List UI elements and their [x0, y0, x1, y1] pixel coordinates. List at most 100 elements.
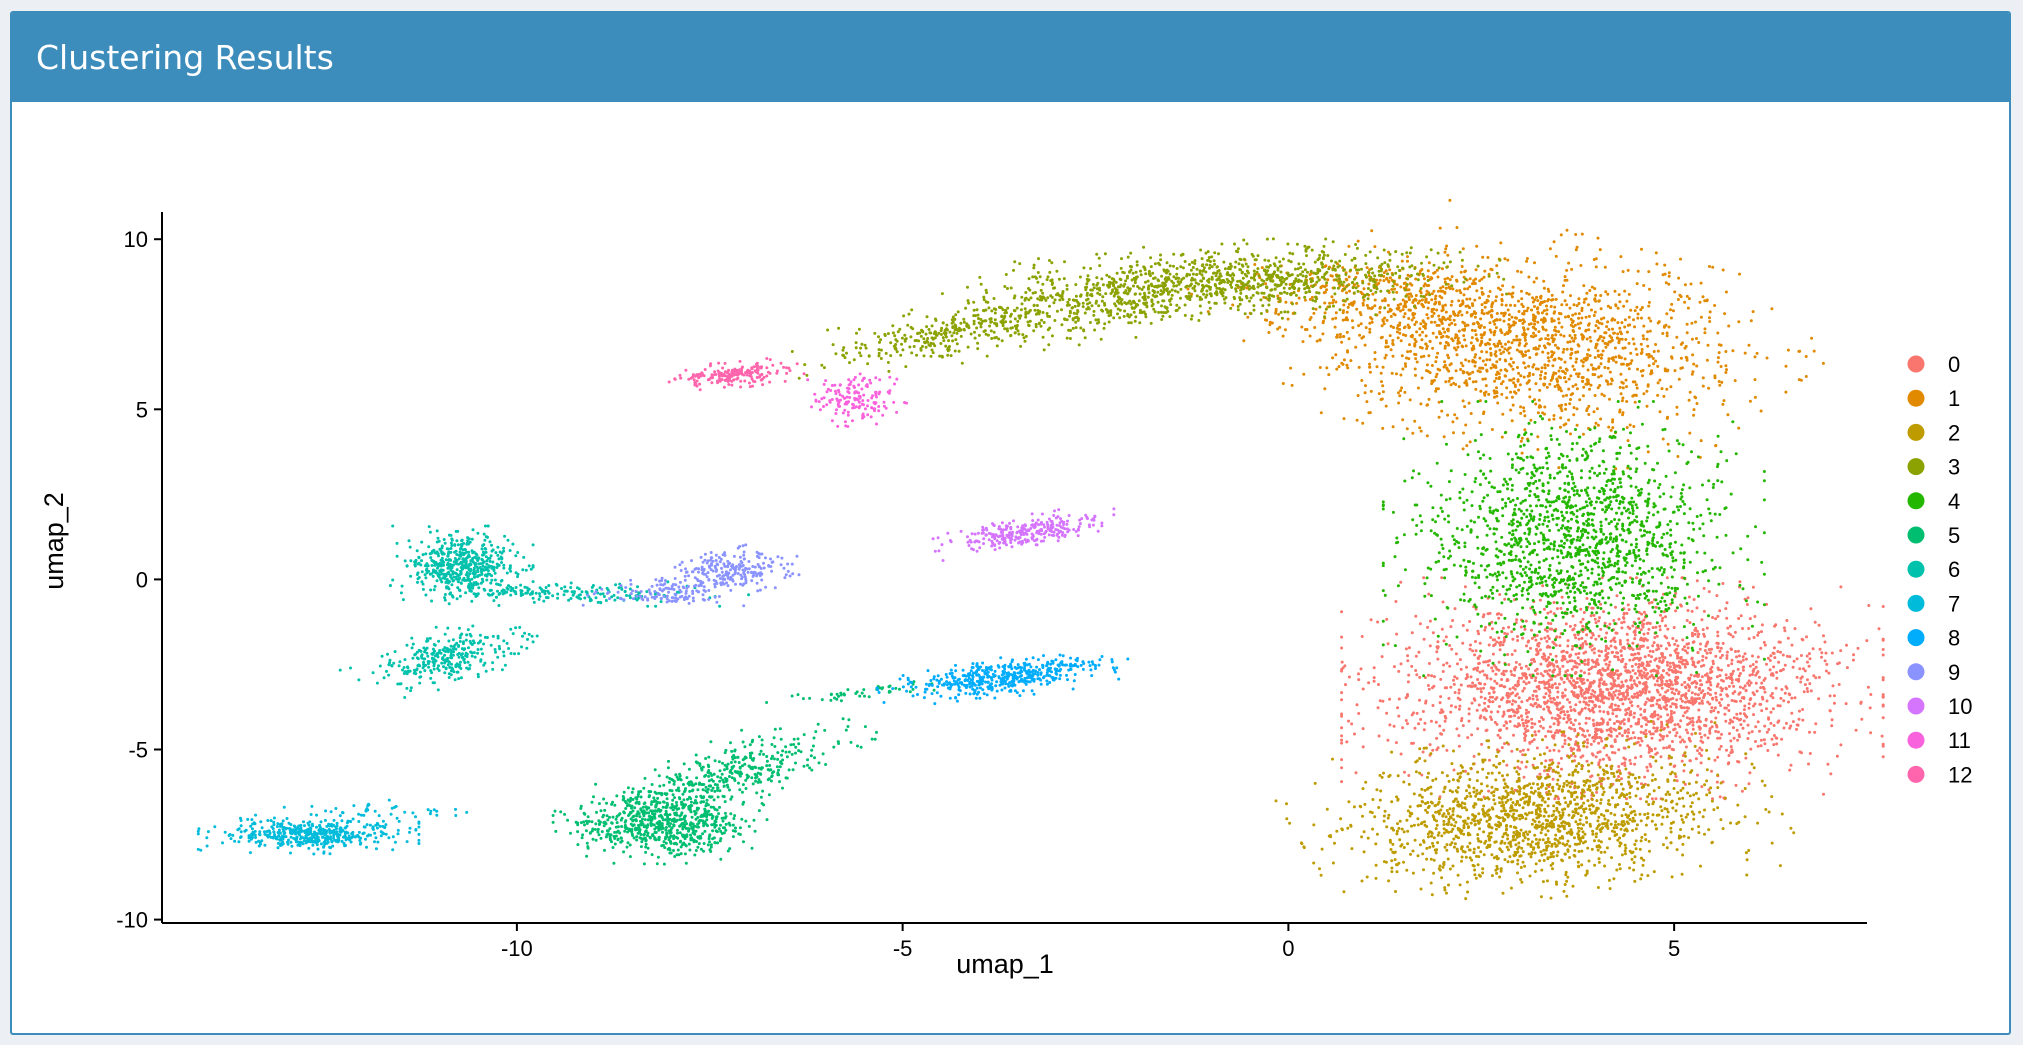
data-point — [1490, 666, 1494, 670]
data-point — [1623, 325, 1627, 329]
data-point — [1772, 665, 1776, 669]
data-point — [1368, 321, 1372, 325]
data-point — [1505, 763, 1509, 767]
data-point — [1854, 728, 1858, 732]
data-point — [1308, 318, 1312, 321]
data-point — [1587, 303, 1590, 307]
data-point — [1628, 323, 1632, 327]
data-point — [1626, 693, 1629, 697]
data-point — [1562, 680, 1566, 684]
data-point — [1347, 719, 1350, 723]
data-point — [1631, 669, 1635, 672]
data-point — [1341, 311, 1345, 315]
data-point — [1511, 637, 1515, 641]
data-point — [1619, 782, 1623, 786]
data-point — [1644, 688, 1648, 692]
data-point — [1613, 679, 1617, 683]
data-point — [1592, 679, 1596, 683]
data-point — [1564, 367, 1568, 371]
data-point — [1817, 697, 1821, 701]
data-point — [1492, 644, 1496, 648]
data-point — [1801, 718, 1805, 722]
data-point — [1340, 691, 1344, 695]
data-point — [1674, 705, 1678, 709]
data-point — [1576, 733, 1580, 737]
data-point — [1715, 675, 1719, 679]
data-point — [1552, 734, 1556, 738]
data-point — [1751, 310, 1755, 314]
data-point — [1651, 698, 1654, 702]
data-point — [1626, 691, 1629, 695]
data-point — [1510, 749, 1514, 753]
data-point — [1681, 638, 1685, 642]
data-point — [1715, 698, 1719, 702]
data-point — [1681, 658, 1685, 662]
data-point — [1478, 641, 1482, 645]
data-point — [1335, 335, 1339, 339]
data-point — [1436, 351, 1440, 355]
data-point — [1539, 295, 1542, 299]
data-point — [1356, 394, 1360, 397]
data-point — [1688, 621, 1692, 625]
data-point — [1698, 732, 1702, 736]
data-point — [1636, 312, 1640, 316]
data-point — [1583, 735, 1587, 738]
data-point — [1635, 353, 1639, 356]
data-point — [1418, 622, 1422, 626]
data-point — [1644, 668, 1648, 672]
data-point — [1308, 297, 1312, 301]
data-point — [1490, 309, 1494, 313]
data-point — [1599, 678, 1603, 682]
data-point — [1477, 325, 1481, 329]
data-point — [1576, 633, 1580, 637]
data-point — [1798, 667, 1802, 671]
data-point — [1580, 677, 1584, 681]
data-point — [1798, 750, 1802, 754]
data-point — [1543, 366, 1547, 370]
data-point — [1545, 879, 1549, 883]
data-point — [1587, 696, 1591, 700]
data-point — [1790, 711, 1794, 715]
panel-header: Clustering Results — [12, 13, 2009, 102]
data-point — [1734, 650, 1737, 653]
data-point — [1463, 338, 1467, 342]
data-point — [1643, 655, 1647, 659]
data-point — [1548, 668, 1552, 672]
data-point — [1716, 786, 1720, 790]
data-point — [1443, 360, 1447, 364]
data-point — [1588, 709, 1592, 713]
data-point — [1424, 334, 1428, 338]
data-point — [1380, 397, 1384, 401]
data-point — [1582, 385, 1586, 389]
data-point — [1702, 609, 1706, 613]
cluster-1-points — [1186, 198, 1825, 471]
data-point — [1578, 726, 1582, 730]
data-point — [1606, 304, 1610, 308]
data-point — [1314, 307, 1318, 311]
data-point — [1603, 850, 1607, 854]
data-point — [1486, 612, 1490, 616]
data-point — [1704, 718, 1708, 722]
data-point — [1620, 680, 1624, 684]
data-point — [1422, 637, 1426, 641]
data-point — [1438, 226, 1442, 230]
data-point — [1513, 390, 1516, 394]
data-point — [1556, 665, 1560, 668]
data-point — [1373, 351, 1377, 354]
data-point — [1690, 691, 1694, 695]
data-point — [1565, 228, 1569, 232]
data-point — [1560, 767, 1563, 771]
data-point — [1826, 762, 1830, 766]
data-point — [1550, 700, 1554, 704]
data-point — [1723, 712, 1727, 716]
data-point — [1669, 709, 1673, 713]
data-point — [1427, 662, 1431, 665]
data-point — [1342, 358, 1346, 362]
data-point — [1709, 651, 1712, 655]
data-point — [1593, 329, 1597, 333]
data-point — [1820, 651, 1824, 655]
data-point — [1627, 341, 1631, 345]
data-point — [1347, 275, 1351, 279]
data-point — [1616, 696, 1620, 700]
data-point — [1669, 385, 1673, 389]
